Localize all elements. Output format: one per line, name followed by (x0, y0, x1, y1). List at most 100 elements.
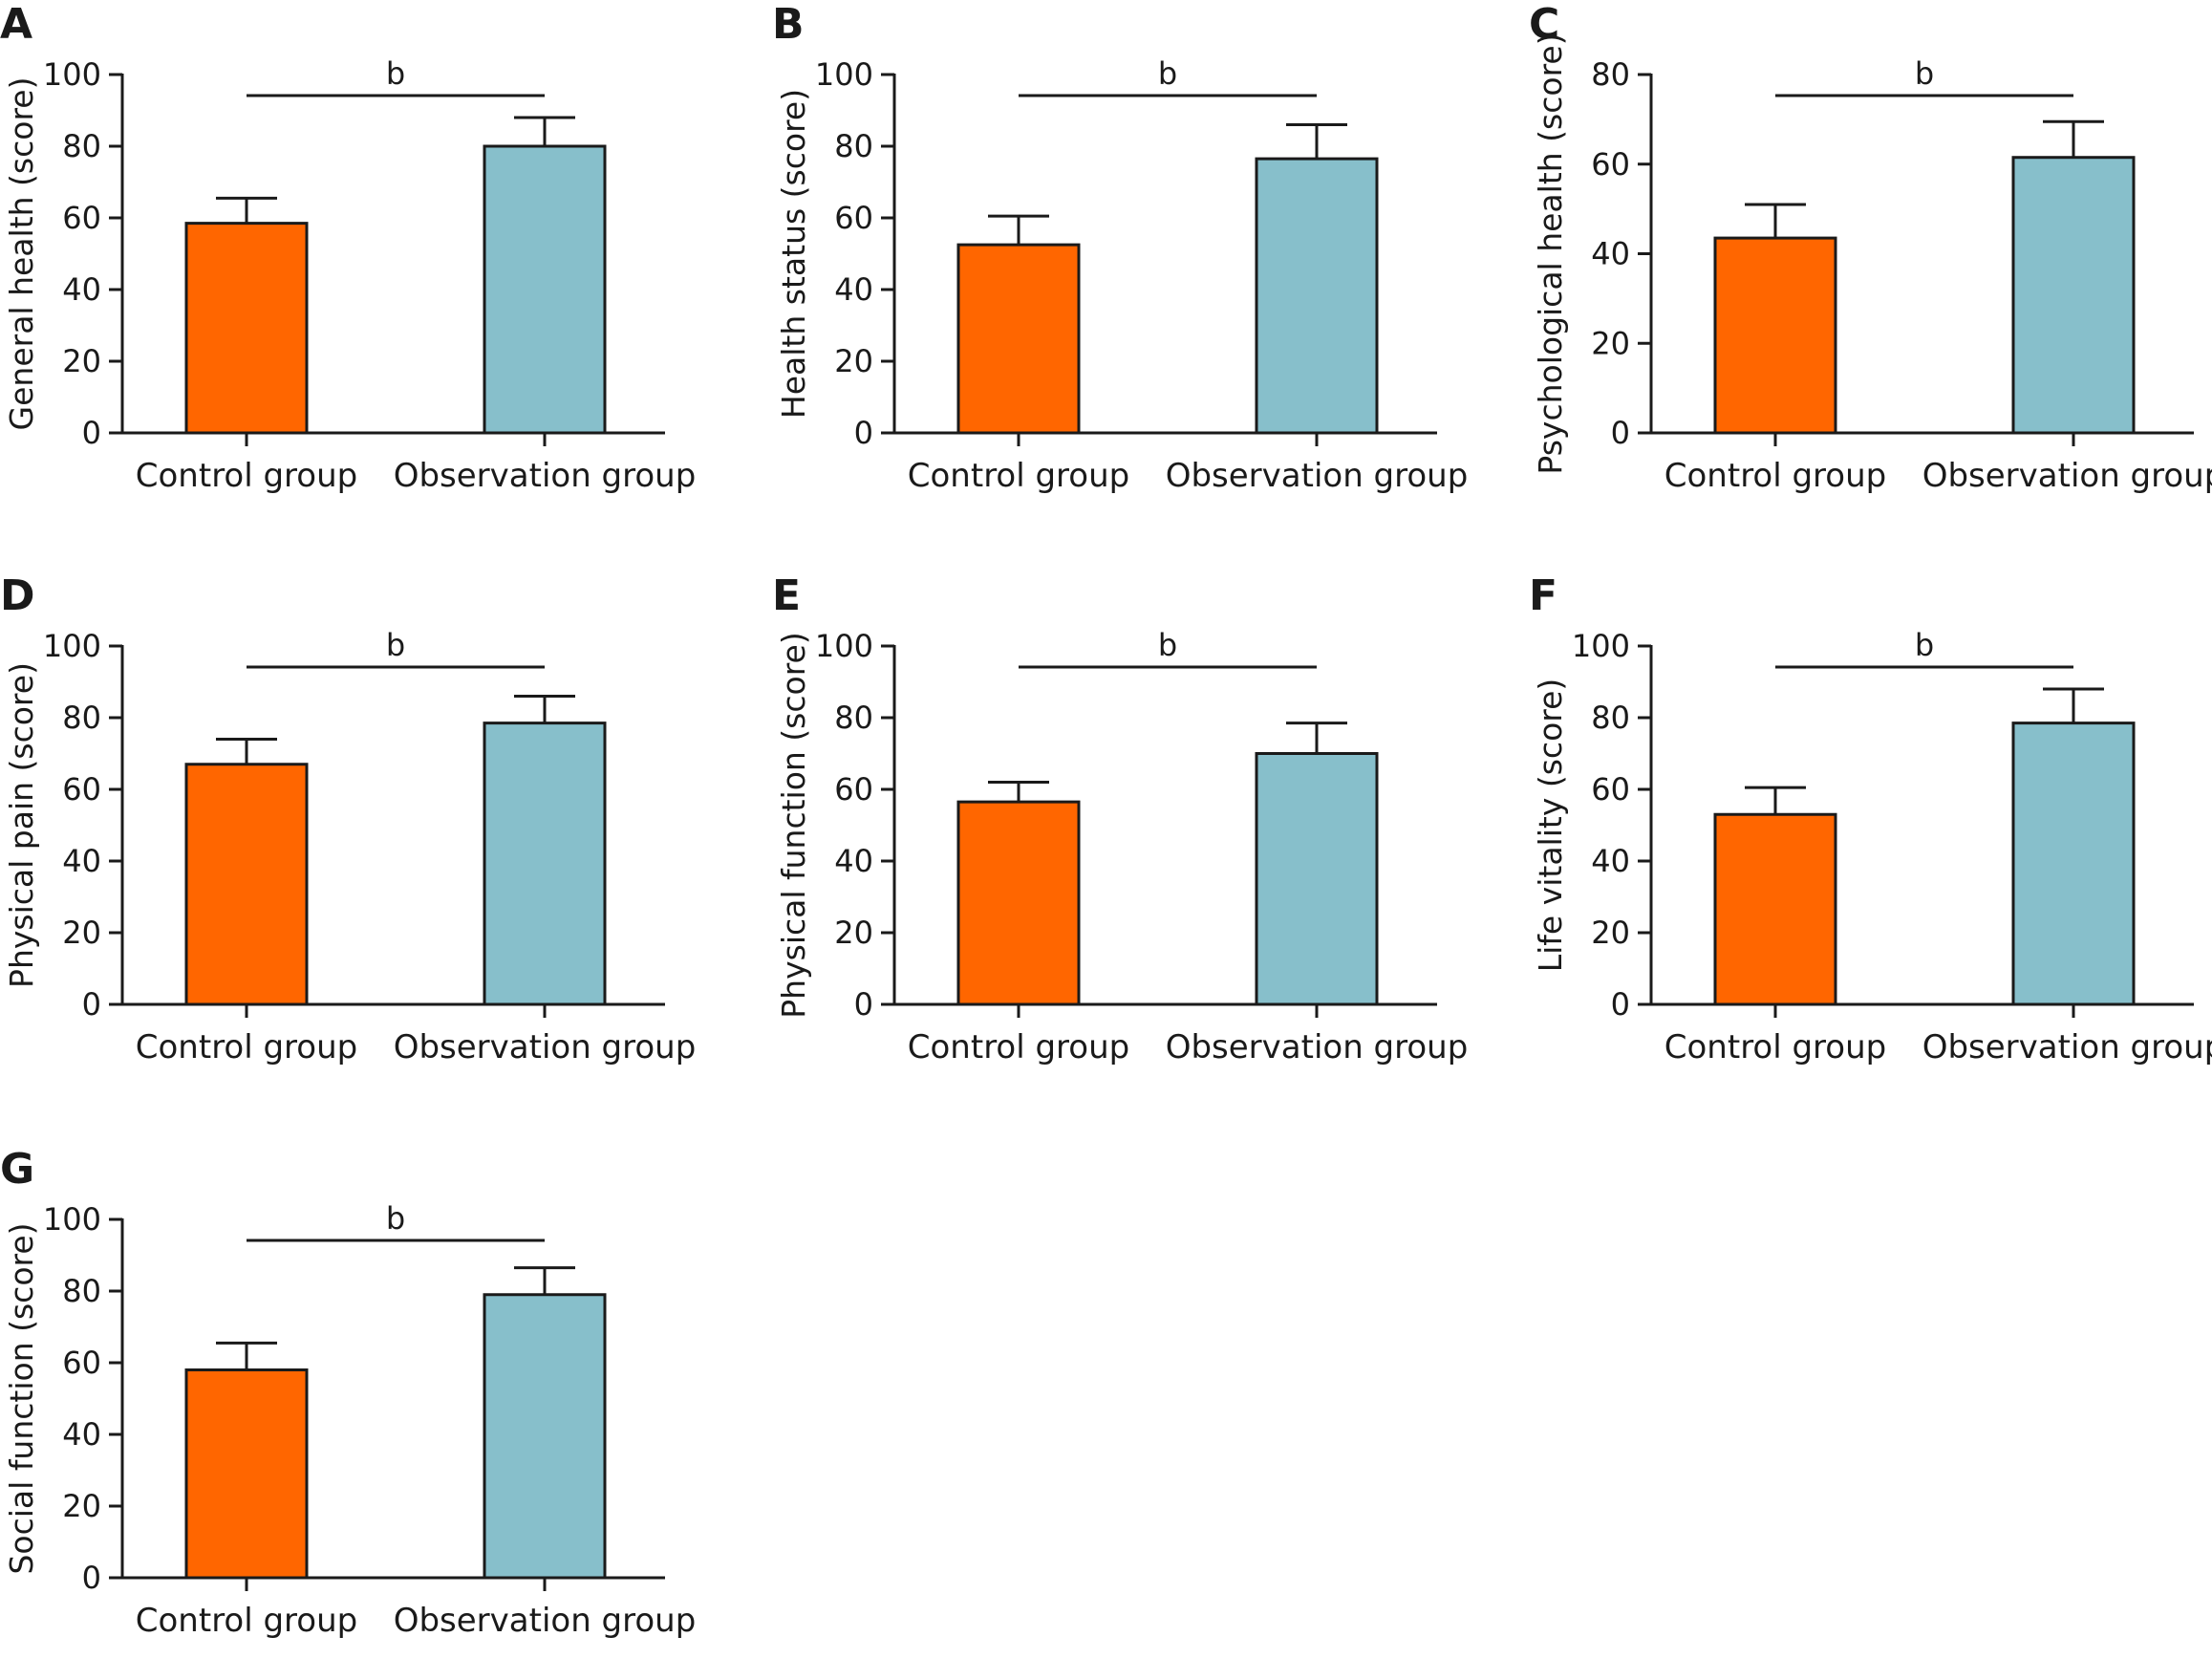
panel-b: B Health status (score) 0 20 40 60 80 100 Contro… (772, 0, 1508, 535)
y-tick-label: 0 (854, 986, 873, 1023)
y-tick-label: 80 (1591, 700, 1630, 736)
y-tick-label: 80 (834, 128, 873, 164)
y-tick-label: 60 (834, 200, 873, 236)
category-label: Observation group (394, 1602, 697, 1640)
y-axis-label: Social function (score) (3, 1222, 40, 1574)
y-tick-label: 20 (1591, 915, 1630, 951)
bar-control (184, 1368, 309, 1580)
y-tick-label: 60 (1591, 771, 1630, 808)
y-tick-label: 40 (1591, 236, 1630, 272)
y-tick-label: 40 (62, 1416, 101, 1453)
y-tick-label: 100 (43, 56, 101, 93)
y-tick-label: 80 (62, 128, 101, 164)
bar-control (1713, 236, 1837, 435)
y-tick-label: 100 (815, 628, 873, 664)
y-tick-label: 60 (62, 1345, 101, 1381)
category-label: Control group (136, 1028, 357, 1066)
y-tick-label: 20 (834, 915, 873, 951)
bar-control (184, 763, 309, 1006)
category-label: Control group (1664, 1028, 1886, 1066)
panel-c: C Psychological health (score) 0 20 40 60 80 Co… (1529, 0, 2212, 535)
significance-label: b (1158, 627, 1177, 663)
y-axis-label: Physical pain (score) (3, 662, 40, 988)
chart-svg: A General health (score) 0 20 40 60 80 100 Contr… (0, 0, 697, 495)
panel-e: E Physical function (score) 0 20 40 60 80 100 Co… (772, 571, 1508, 1107)
y-tick-label: 80 (834, 700, 873, 736)
y-tick-label: 60 (834, 771, 873, 808)
y-tick-label: 20 (62, 343, 101, 379)
y-axis-label: Physical function (score) (775, 632, 812, 1018)
y-tick-label: 40 (62, 843, 101, 879)
y-tick-label: 100 (1572, 628, 1630, 664)
y-tick-label: 40 (1591, 843, 1630, 879)
chart-svg: B Health status (score) 0 20 40 60 80 100 Contro… (772, 0, 1469, 495)
chart-svg: F Life vitality (score) 0 20 40 60 80 100 Contro… (1529, 571, 2212, 1066)
bar-control (956, 243, 1081, 435)
bar-observation (483, 1293, 607, 1580)
y-tick-label: 0 (82, 986, 101, 1023)
category-label: Observation group (1166, 457, 1469, 495)
chart-svg: D Physical pain (score) 0 20 40 60 80 100 Contro… (0, 571, 697, 1066)
y-tick-label: 60 (1591, 146, 1630, 183)
significance-label: b (386, 55, 405, 92)
y-tick-label: 80 (62, 700, 101, 736)
y-tick-label: 40 (834, 843, 873, 879)
panel-label: F (1529, 571, 1557, 620)
bar-control (1713, 812, 1837, 1006)
panel-label: G (0, 1145, 34, 1194)
panel-label: D (0, 571, 35, 620)
chart-svg: G Social function (score) 0 20 40 60 80 100 Cont… (0, 1145, 697, 1640)
y-tick-label: 100 (815, 56, 873, 93)
figure: A General health (score) 0 20 40 60 80 100 Contr… (0, 0, 2212, 1640)
y-tick-label: 20 (1591, 325, 1630, 361)
significance-label: b (1158, 55, 1177, 92)
y-tick-label: 40 (834, 271, 873, 308)
category-label: Control group (136, 1602, 357, 1640)
y-tick-label: 100 (43, 1201, 101, 1238)
panel-d: D Physical pain (score) 0 20 40 60 80 100 Contro… (0, 571, 736, 1107)
bar-control (184, 222, 309, 435)
y-tick-label: 0 (1611, 415, 1630, 451)
category-label: Observation group (1922, 457, 2212, 495)
significance-label: b (1915, 627, 1934, 663)
y-tick-label: 0 (82, 1560, 101, 1596)
bar-observation (483, 722, 607, 1006)
bar-observation (2011, 156, 2136, 435)
panel-label: B (772, 0, 805, 49)
category-label: Observation group (394, 1028, 697, 1066)
chart-svg: E Physical function (score) 0 20 40 60 80 100 Co… (772, 571, 1468, 1066)
y-tick-label: 80 (62, 1273, 101, 1309)
panel-g: G Social function (score) 0 20 40 60 80 100 Cont… (0, 1145, 736, 1680)
panel-a: A General health (score) 0 20 40 60 80 100 Contr… (0, 0, 736, 535)
category-label: Control group (1664, 457, 1886, 495)
bar-control (956, 800, 1081, 1006)
y-tick-label: 0 (854, 415, 873, 451)
category-label: Control group (908, 457, 1129, 495)
category-label: Control group (136, 457, 357, 495)
y-tick-label: 40 (62, 271, 101, 308)
significance-label: b (386, 1200, 405, 1237)
bar-observation (2011, 722, 2136, 1006)
panel-label: E (772, 571, 801, 620)
significance-label: b (386, 627, 405, 663)
y-tick-label: 80 (1591, 56, 1630, 93)
significance-label: b (1915, 55, 1934, 92)
y-axis-label: General health (score) (3, 77, 40, 431)
y-tick-label: 20 (62, 915, 101, 951)
y-tick-label: 0 (1611, 986, 1630, 1023)
panel-f: F Life vitality (score) 0 20 40 60 80 100 Contro… (1529, 571, 2212, 1107)
bar-observation (1255, 752, 1379, 1006)
y-tick-label: 0 (82, 415, 101, 451)
y-tick-label: 20 (62, 1488, 101, 1524)
category-label: Observation group (394, 457, 697, 495)
y-axis-label: Psychological health (score) (1532, 32, 1569, 474)
y-axis-label: Life vitality (score) (1532, 678, 1569, 973)
y-tick-label: 60 (62, 771, 101, 808)
panel-label: C (1529, 0, 1559, 49)
category-label: Control group (908, 1028, 1129, 1066)
y-axis-label: Health status (score) (775, 89, 812, 419)
y-tick-label: 60 (62, 200, 101, 236)
panel-label: A (0, 0, 32, 49)
category-label: Observation group (1922, 1028, 2212, 1066)
bar-observation (1255, 157, 1379, 435)
